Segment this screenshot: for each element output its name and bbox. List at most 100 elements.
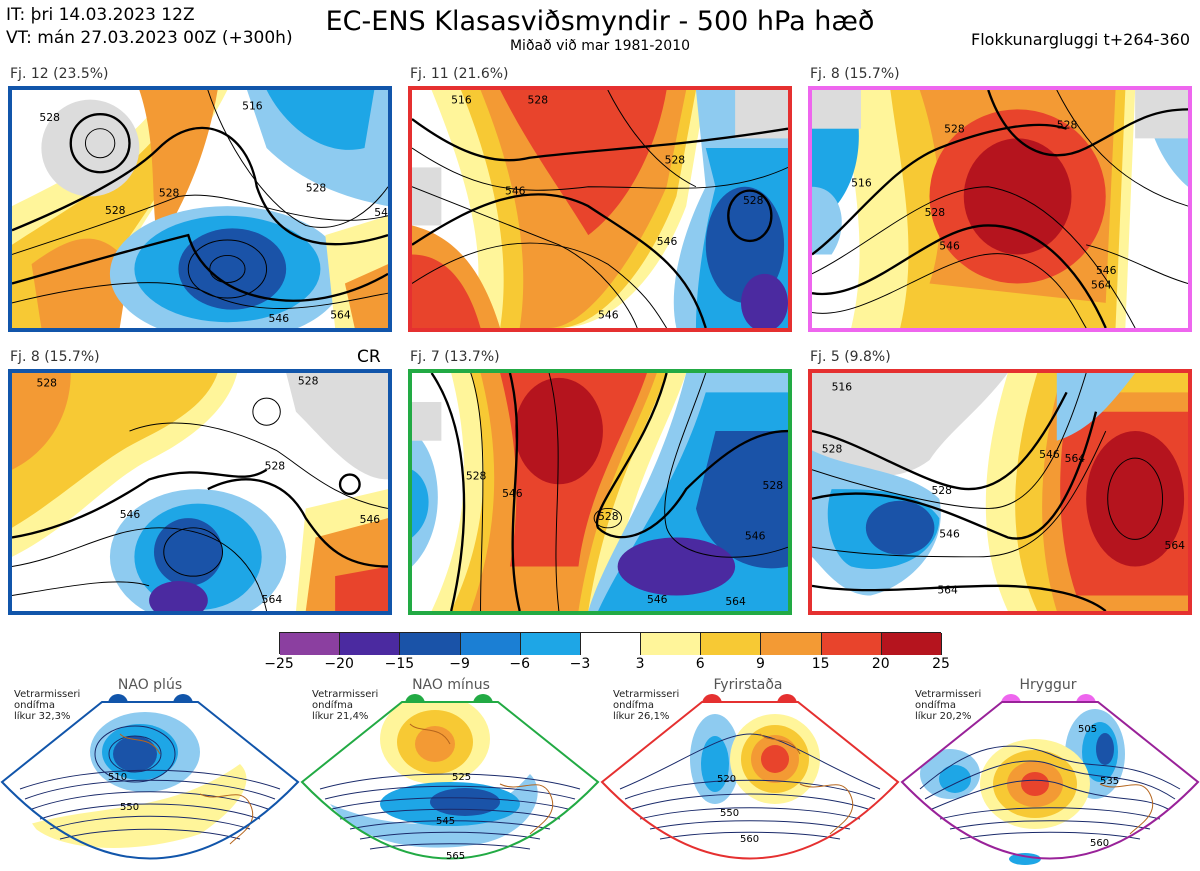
contour-label: 546	[269, 312, 290, 325]
contour-label: 564	[330, 308, 351, 321]
contour-label: 565	[446, 851, 465, 862]
contour-label: 546	[647, 593, 668, 606]
contour-label: 564	[1065, 452, 1086, 465]
regime-title: Hryggur	[1019, 677, 1077, 693]
contour-label: 546	[939, 240, 960, 253]
contour-label: 528	[822, 442, 843, 455]
regime-map-blocking: 520 550 560	[600, 701, 900, 869]
colorbar-ticks: −25 −20 −15 −9 −6 −3 3 6 9 15 20 25	[264, 632, 950, 676]
colorbar-tick-label: −15	[384, 656, 415, 672]
contour-label: 525	[452, 772, 471, 783]
contour-label: 546	[745, 529, 766, 542]
contour-label: 546	[657, 235, 678, 248]
contour-label: 546	[502, 487, 523, 500]
contour-label: 528	[665, 154, 686, 167]
contour-label: 528	[466, 469, 487, 482]
contour-label: 516	[851, 177, 872, 190]
contour-label: 510	[108, 772, 127, 783]
contour-label: 546	[598, 308, 619, 321]
contour-label: 546	[939, 528, 960, 541]
contour-label: 545	[436, 816, 455, 827]
colorbar-tick-label: −3	[569, 656, 591, 672]
colorbar-cell	[580, 633, 642, 655]
regime-map-ridge: 505 535 560	[900, 701, 1200, 869]
colorbar-tick-label: 9	[755, 656, 765, 672]
contour-label: 528	[306, 182, 327, 195]
contour-label: 564	[725, 595, 746, 608]
contour-label: 516	[451, 94, 472, 107]
contour-label: 535	[1100, 776, 1119, 787]
contour-label: 528	[298, 375, 319, 388]
panel-label: Fj. 12 (23.5%)	[10, 66, 109, 82]
panel-extra-label: CR	[357, 347, 381, 367]
contour-label: 528	[528, 94, 549, 107]
contour-label: 528	[105, 204, 126, 217]
contour-label: 564	[937, 584, 958, 597]
colorbar-tick-label: −25	[264, 656, 294, 672]
contour-label: 546	[1096, 264, 1117, 277]
regime-note: Vetrarmisseri ondífma líkur 20,2%	[915, 689, 982, 722]
colorbar-cells	[279, 632, 942, 655]
contour-label: 528	[1057, 119, 1078, 132]
contour-label: 546	[374, 206, 388, 219]
regime-map-nao-minus: 525 545 565	[300, 701, 600, 869]
contour-label: 564	[262, 593, 283, 606]
map-panel-3: 528 528 516 528 546 564 546	[808, 86, 1192, 332]
classification-window: Flokkunargluggi t+264-360	[971, 30, 1190, 49]
regime-note: Vetrarmisseri ondífma líkur 26,1%	[613, 689, 680, 722]
contour-label: 550	[720, 808, 739, 819]
contour-label: 560	[1090, 838, 1109, 849]
contour-label: 528	[925, 206, 946, 219]
colorbar-tick-label: 6	[695, 656, 705, 672]
colorbar-cell	[460, 633, 521, 655]
regime-note: Vetrarmisseri ondífma líkur 21,4%	[312, 689, 379, 722]
contour-label: 560	[740, 834, 759, 845]
contour-label: 564	[1091, 278, 1112, 291]
colorbar-tick-label: −6	[509, 656, 531, 672]
regime-note: Vetrarmisseri ondífma líkur 32,3%	[14, 689, 81, 722]
colorbar-cell	[641, 633, 702, 655]
panel-label: Fj. 8 (15.7%)	[10, 349, 100, 365]
contour-label: 546	[505, 185, 526, 198]
colorbar-cell	[340, 633, 401, 655]
panel-label: Fj. 8 (15.7%)	[810, 66, 900, 82]
page-title: EC-ENS Klasasviðsmyndir - 500 hPa hæð	[325, 6, 875, 37]
contour-label: 505	[1078, 724, 1097, 735]
contour-label: 546	[1039, 448, 1060, 461]
page-subtitle: Miðað við mar 1981-2010	[509, 38, 691, 54]
contour-label: 528	[265, 460, 286, 473]
map-panel-2: 528 516 528 546 546 528 546	[408, 86, 792, 332]
contour-label: 528	[598, 510, 619, 523]
contour-label: 528	[931, 484, 952, 497]
valid-time: VT: mán 27.03.2023 00Z (+300h)	[6, 28, 293, 48]
regime-title: NAO mínus	[412, 677, 490, 693]
regime-title: Fyrirstaða	[713, 677, 783, 693]
colorbar-tick-label: 20	[871, 656, 890, 672]
colorbar: −25 −20 −15 −9 −6 −3 3 6 9 15 20 25	[264, 632, 950, 676]
map-panel-1: 528 528 516 528 546 528 546 564	[8, 86, 392, 332]
contour-label: 528	[39, 111, 60, 124]
colorbar-cell	[701, 633, 762, 655]
contour-label: 550	[120, 802, 139, 813]
colorbar-cell	[821, 633, 882, 655]
regime-map-nao-plus: 510 550	[0, 701, 300, 869]
map-panel-5: 528 546 528 528 546 546 564	[408, 369, 792, 615]
panel-label: Fj. 7 (13.7%)	[410, 349, 500, 365]
contour-label: 520	[717, 774, 736, 785]
colorbar-cell	[280, 633, 341, 655]
panel-label: Fj. 5 (9.8%)	[810, 349, 891, 365]
regime-title: NAO plús	[117, 677, 183, 693]
colorbar-tick-label: 3	[635, 656, 645, 672]
contour-label: 516	[832, 380, 853, 393]
map-panel-4: 528 528 528 546 546 564	[8, 369, 392, 615]
colorbar-cell	[400, 633, 461, 655]
contour-label: 546	[120, 508, 141, 521]
colorbar-cell	[520, 633, 581, 655]
colorbar-tick-label: −20	[324, 656, 354, 672]
contour-label: 528	[944, 123, 965, 136]
contour-label: 528	[159, 186, 180, 199]
colorbar-tick-label: 25	[932, 656, 950, 672]
contour-label: 528	[763, 479, 784, 492]
colorbar-cell	[881, 633, 942, 655]
header-left: IT: þri 14.03.2023 12Z VT: mán 27.03.202…	[6, 4, 293, 50]
